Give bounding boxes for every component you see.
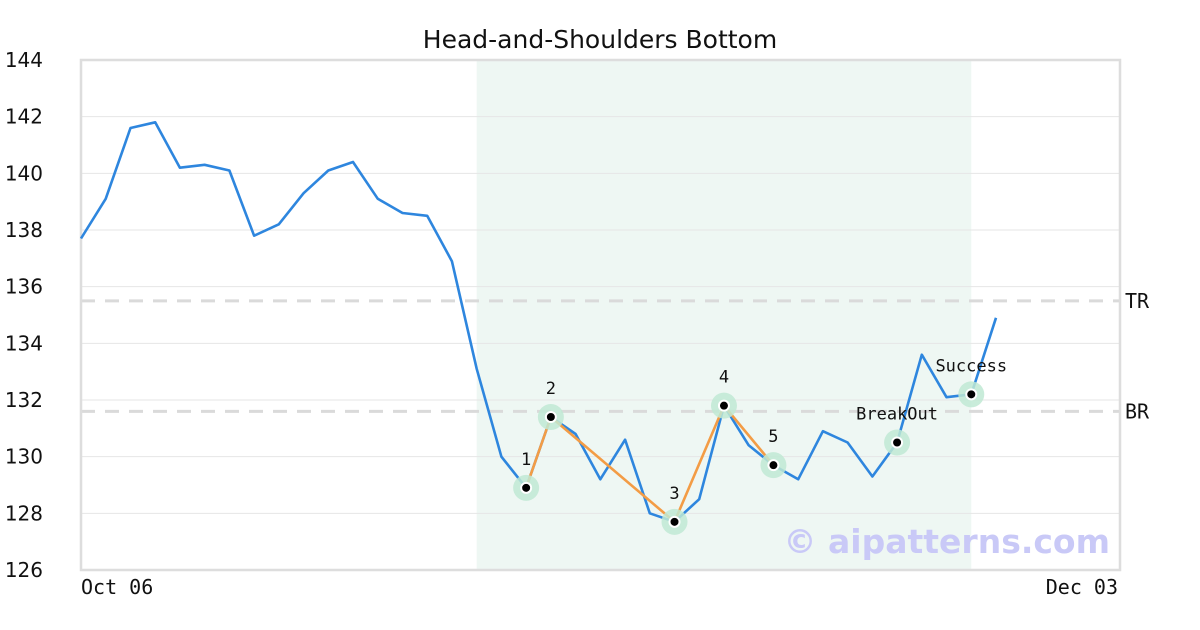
plot-frame [79,58,1122,572]
point-label-p5: 5 [768,427,778,447]
point-dot-p4 [717,399,730,412]
x-tick-label: Oct 06 [81,575,153,599]
y-tick-label: 138 [5,218,43,242]
x-tick-label: Dec 03 [1046,575,1118,599]
y-tick-label: 134 [5,331,43,355]
pattern-highlight-region [476,60,972,570]
point-label-p2: 2 [546,379,556,399]
point-dot-success [965,388,978,401]
y-tick-label: 144 [5,48,43,72]
point-label-p1: 1 [521,450,531,470]
y-tick-label: 136 [5,275,43,299]
watermark: © aipatterns.com [784,522,1110,561]
point-label-success: Success [935,356,1007,376]
point-label-breakout: BreakOut [856,405,938,425]
y-tick-label: 126 [5,558,43,582]
point-dot-p1 [520,481,533,494]
y-tick-label: 128 [5,501,43,525]
level-label-tr: TR [1125,289,1150,313]
point-dot-breakout [891,436,904,449]
point-dot-p2 [544,411,557,423]
y-tick-label: 132 [5,388,43,412]
chart-title: Head-and-Shoulders Bottom [423,25,777,54]
y-tick-label: 142 [5,105,43,129]
y-tick-label: 130 [5,445,43,469]
point-dot-p3 [668,515,681,528]
point-label-p3: 3 [669,484,679,504]
point-dot-p5 [767,459,780,472]
level-label-br: BR [1125,399,1150,423]
y-tick-label: 140 [5,161,43,185]
point-label-p4: 4 [719,368,729,388]
